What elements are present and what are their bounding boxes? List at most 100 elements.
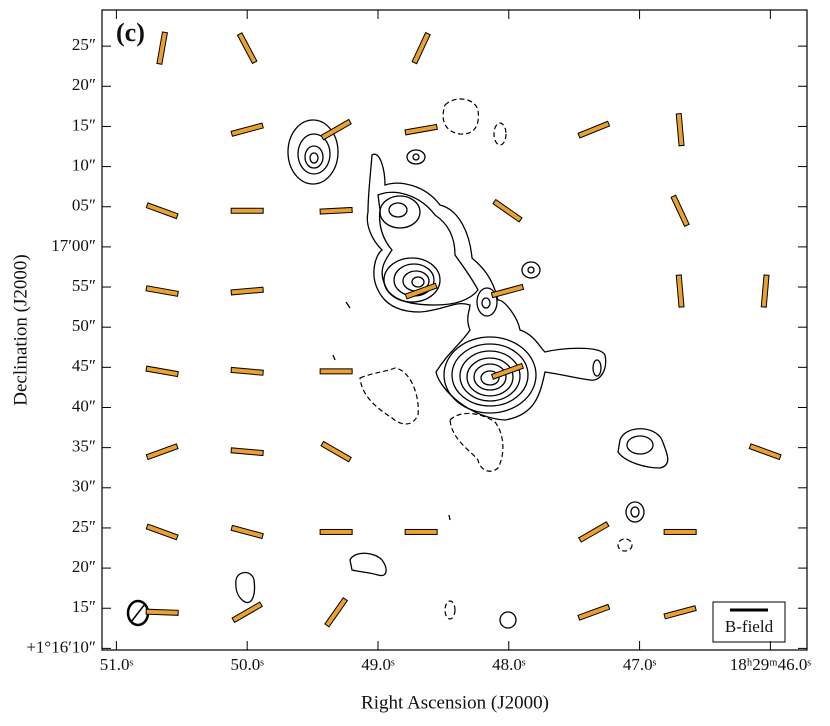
x-tick-label: 18ʰ29ᵐ46.0ˢ: [730, 655, 812, 674]
y-tick-label: 40″: [72, 396, 96, 415]
b-field-vector: [760, 274, 770, 308]
contour-negative: [442, 98, 480, 135]
b-field-vector: [492, 198, 523, 223]
y-tick-label: 45″: [72, 356, 96, 375]
b-field-vector: [230, 366, 264, 376]
contour: [451, 343, 529, 407]
contour: [388, 202, 408, 218]
contour: [459, 350, 521, 402]
contour-negative: [493, 122, 507, 146]
b-field-vector: [320, 118, 352, 141]
y-axis-label: Declination (J2000): [10, 254, 31, 405]
b-field-vector: [230, 122, 264, 137]
y-tick-label: 20″: [72, 75, 96, 94]
b-field-vector: [230, 207, 264, 214]
x-axis-label: Right Ascension (J2000): [361, 692, 549, 713]
legend-label: B-field: [725, 617, 774, 636]
contour-negative: [449, 412, 504, 472]
contour: [617, 428, 669, 469]
contour: [476, 287, 498, 317]
b-field-vector: [663, 528, 697, 535]
b-field-vector: [145, 285, 179, 297]
b-field-vector: [319, 528, 353, 535]
contour-negative: [359, 367, 419, 425]
contour: [466, 357, 514, 397]
y-tick-label: 10″: [72, 155, 96, 174]
contour: [297, 133, 331, 175]
contour: [630, 506, 640, 518]
contour-negative: [444, 600, 456, 620]
contour: [499, 611, 517, 629]
x-tick-label: 51.0ˢ: [100, 655, 134, 674]
contour: [287, 119, 339, 185]
b-field-vector: [490, 362, 525, 380]
x-tick-label: 47.0ˢ: [623, 655, 657, 674]
b-field-vector: [577, 603, 611, 621]
b-field-vector: [578, 521, 610, 543]
y-tick-label: 17′00″: [51, 236, 96, 255]
b-field-vector: [404, 123, 438, 136]
contour: [235, 571, 256, 604]
contour: [366, 153, 607, 421]
y-tick-label: 15″: [72, 597, 96, 616]
y-tick-label: 30″: [72, 477, 96, 496]
contour: [481, 297, 491, 309]
contour: [412, 153, 420, 161]
contour: [626, 435, 654, 455]
x-tick-label: 50.0ˢ: [230, 655, 264, 674]
b-field-vector: [320, 440, 352, 463]
b-field-vector: [230, 447, 264, 457]
contour: [332, 301, 451, 521]
b-field-vector: [319, 206, 353, 215]
b-field-vector: [324, 597, 349, 628]
y-tick-label: 50″: [72, 316, 96, 335]
contour: [473, 363, 507, 391]
b-field-vector: [145, 608, 179, 616]
contour: [406, 149, 426, 165]
b-field-vector: [230, 524, 264, 540]
b-field-vector: [319, 368, 353, 375]
contour: [377, 191, 479, 306]
y-tick-label: 35″: [72, 437, 96, 456]
b-field-vector: [404, 528, 438, 535]
b-field-vector: [145, 523, 179, 541]
b-field-vector: [231, 601, 263, 624]
contour-negative: [617, 538, 633, 552]
contours: [235, 98, 669, 629]
b-field-vector: [748, 443, 782, 461]
contour: [304, 145, 324, 169]
b-field-vector: [156, 31, 168, 65]
contour: [625, 501, 645, 523]
b-field-vector: [145, 202, 179, 220]
y-tick-label: +1°16′10″: [26, 637, 96, 656]
contour: [443, 336, 537, 414]
contour: [379, 195, 421, 229]
contour: [480, 370, 500, 386]
b-field-vector: [236, 32, 258, 65]
b-field-vector: [230, 286, 264, 296]
contour: [411, 276, 425, 288]
y-tick-label: 20″: [72, 557, 96, 576]
b-field-vector: [404, 282, 438, 300]
b-field-vector: [663, 605, 697, 620]
b-field-vector: [145, 365, 179, 378]
b-field-vector: [675, 112, 685, 147]
y-tick-label: 55″: [72, 276, 96, 295]
y-tick-label: 25″: [72, 517, 96, 536]
contour: [527, 266, 535, 274]
y-tick-label: 25″: [72, 35, 96, 54]
b-field-vector: [411, 31, 431, 65]
y-tick-label: 15″: [72, 115, 96, 134]
beam-line: [130, 603, 146, 623]
b-field-vector: [490, 283, 525, 299]
contour: [309, 152, 319, 164]
contour: [349, 552, 387, 577]
x-tick-label: 49.0ˢ: [361, 655, 395, 674]
plot-frame: [101, 9, 808, 651]
contour: [383, 257, 441, 303]
contour: [521, 261, 541, 279]
b-field-vector: [577, 120, 611, 139]
y-tick-label: 05″: [72, 196, 96, 215]
b-field-vector: [670, 194, 690, 227]
